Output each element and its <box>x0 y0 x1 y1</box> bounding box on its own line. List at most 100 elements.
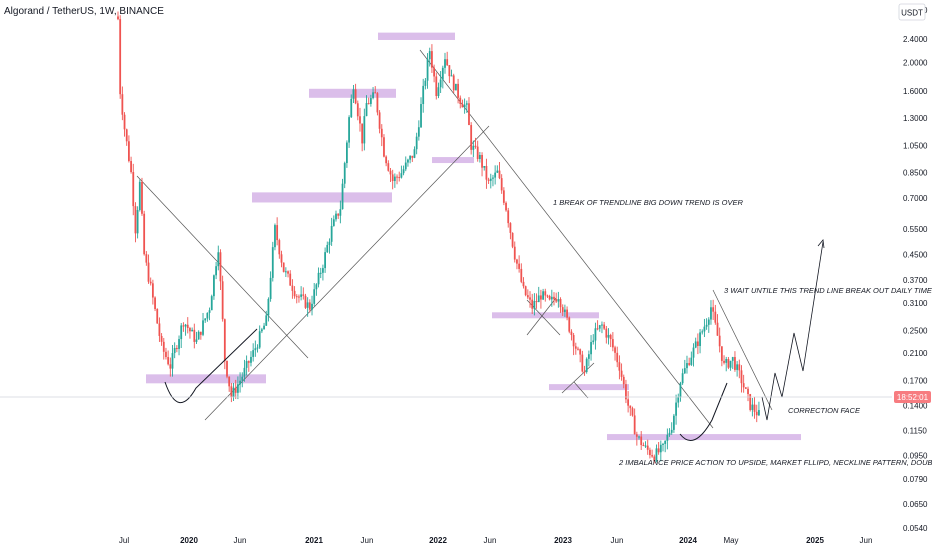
candle-body <box>171 353 174 369</box>
zone-box[interactable] <box>607 434 801 441</box>
candle-body <box>468 103 470 126</box>
candle-body <box>642 445 645 447</box>
candle-body <box>206 312 209 319</box>
candle-body <box>149 281 152 284</box>
y-tick-label: 0.0650 <box>903 500 928 509</box>
trend-line[interactable] <box>204 125 490 421</box>
candle-body <box>241 376 244 381</box>
candle-body <box>385 156 388 164</box>
candle-body <box>374 92 377 94</box>
candle-body <box>585 358 588 372</box>
candle-body <box>356 103 359 117</box>
candle-body <box>542 291 544 300</box>
candle-body <box>322 268 324 273</box>
candle-body <box>274 225 276 248</box>
candle-body <box>367 103 370 105</box>
x-tick-label: 2020 <box>180 536 198 545</box>
price-axis[interactable] <box>892 0 932 550</box>
candle-body <box>117 16 119 20</box>
trend-line[interactable] <box>561 362 595 394</box>
candle-body <box>428 51 431 60</box>
currency-button[interactable] <box>898 3 926 21</box>
candle-body <box>376 93 379 113</box>
x-tick-label: Jun <box>484 536 497 545</box>
x-axis: Jul 2020 Jun 2021 Jun 2022 Jun 2023 Jun 2024 May 20… <box>119 536 873 545</box>
candle-body <box>232 387 235 398</box>
trend-line[interactable] <box>712 289 773 411</box>
candle-body <box>723 360 725 363</box>
candle-body <box>577 348 579 350</box>
candle-body <box>629 405 632 409</box>
double-bottom-curve-left[interactable] <box>164 328 258 403</box>
double-bottom-curve-right[interactable] <box>679 382 728 441</box>
candle-body <box>568 317 571 332</box>
y-tick-label: 0.4500 <box>903 251 928 260</box>
y-tick-label: 0.7000 <box>903 194 928 203</box>
candle-body <box>716 322 719 336</box>
x-tick-label: 2021 <box>305 536 323 545</box>
candle-body <box>132 172 135 207</box>
candle-body <box>616 352 619 363</box>
currency-label[interactable]: USDT <box>901 9 923 18</box>
candle-body <box>332 219 335 226</box>
candle-body <box>673 415 675 430</box>
candle-body <box>513 246 516 260</box>
candle-body <box>145 254 148 263</box>
candle-body <box>657 448 660 453</box>
candle-body <box>411 155 414 158</box>
candle-body <box>393 176 396 182</box>
candle-body <box>189 328 191 332</box>
candle-body <box>646 445 649 450</box>
trend-line[interactable] <box>136 175 309 359</box>
candle-body <box>659 444 662 453</box>
candle-body <box>518 263 521 269</box>
zone-box[interactable] <box>492 312 599 319</box>
candle-body <box>219 252 222 282</box>
zone-box[interactable] <box>309 88 396 98</box>
candle-body <box>298 296 300 298</box>
zone-box[interactable] <box>432 157 474 164</box>
candle-body <box>688 363 691 365</box>
candle-body <box>603 324 606 329</box>
candle-body <box>640 436 643 446</box>
candle-body <box>269 277 272 299</box>
zone-box[interactable] <box>252 192 392 203</box>
candle-body <box>154 297 156 310</box>
candle-body <box>202 320 204 335</box>
candle-body <box>330 225 333 242</box>
candle-body <box>378 112 381 129</box>
trend-line[interactable] <box>573 381 589 399</box>
candle-body <box>380 128 383 138</box>
candle-body <box>476 146 479 159</box>
candle-body <box>611 339 614 348</box>
candle-body <box>143 213 146 255</box>
candle-body <box>328 241 331 245</box>
candle-body <box>609 334 612 340</box>
candle-body <box>256 347 259 349</box>
annotation-correction: CORRECTION FACE <box>788 406 861 415</box>
zone-box[interactable] <box>549 384 629 391</box>
x-tick-label: Jul <box>119 536 129 545</box>
candle-body <box>622 376 625 385</box>
candle-body <box>391 174 394 182</box>
candle-body <box>128 141 130 162</box>
candle-body <box>365 103 368 117</box>
candle-body <box>431 51 433 68</box>
candle-body <box>492 177 494 179</box>
candle-body <box>221 281 224 320</box>
candle-body <box>653 456 656 461</box>
candle-body <box>343 163 346 184</box>
candle-body <box>426 59 429 81</box>
annotation-2: 2 IMBALANCE PRICE ACTION TO UPSIDE, MARK… <box>618 458 932 467</box>
candle-body <box>167 357 170 365</box>
candle-body <box>463 104 466 108</box>
candle-body <box>487 179 490 181</box>
candle-body <box>758 410 760 416</box>
zone-box[interactable] <box>378 32 455 40</box>
trend-line[interactable] <box>526 297 557 336</box>
candle-body <box>592 340 595 343</box>
candle-body <box>683 368 686 374</box>
candle-body <box>564 309 566 313</box>
